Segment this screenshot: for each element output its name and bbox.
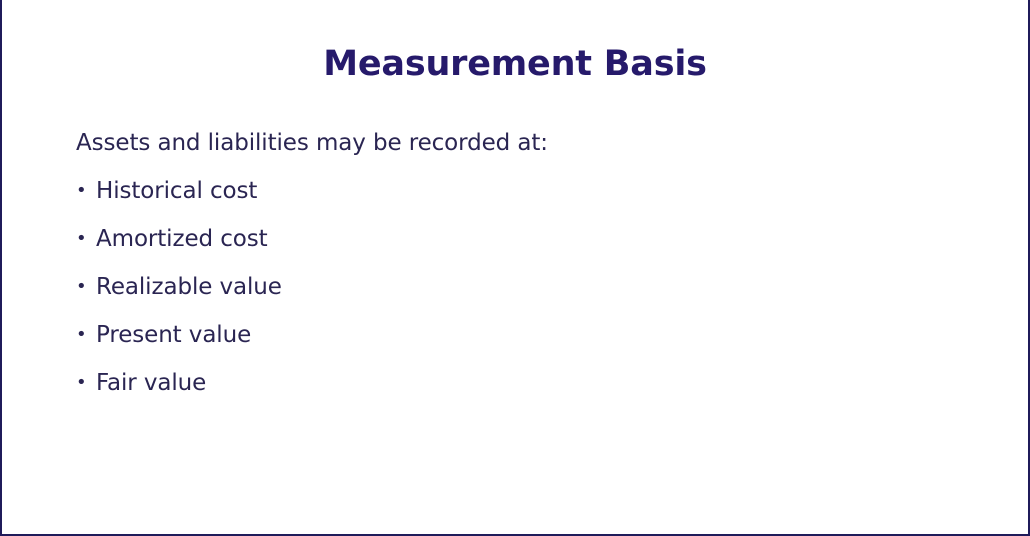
bullet-text: Amortized cost bbox=[96, 226, 268, 252]
bullet-item: • Fair value bbox=[76, 366, 988, 400]
bullet-icon: • bbox=[76, 276, 87, 297]
slide-title: Measurement Basis bbox=[323, 44, 707, 84]
bullet-icon: • bbox=[76, 228, 87, 249]
bullet-icon: • bbox=[76, 372, 87, 393]
bullet-text: Present value bbox=[96, 322, 252, 348]
bullet-text: Fair value bbox=[96, 370, 207, 396]
intro-text: Assets and liabilities may be recorded a… bbox=[76, 130, 548, 156]
slide-body: Assets and liabilities may be recorded a… bbox=[76, 126, 988, 414]
bullet-text: Historical cost bbox=[96, 178, 258, 204]
bullet-item: • Realizable value bbox=[76, 270, 988, 304]
bullet-item: • Amortized cost bbox=[76, 222, 988, 256]
bullet-text: Realizable value bbox=[96, 274, 282, 300]
bullet-item: • Present value bbox=[76, 318, 988, 352]
bullet-list: • Historical cost • Amortized cost • Rea… bbox=[76, 174, 988, 400]
bullet-item: • Historical cost bbox=[76, 174, 988, 208]
bullet-icon: • bbox=[76, 180, 87, 201]
bullet-icon: • bbox=[76, 324, 87, 345]
